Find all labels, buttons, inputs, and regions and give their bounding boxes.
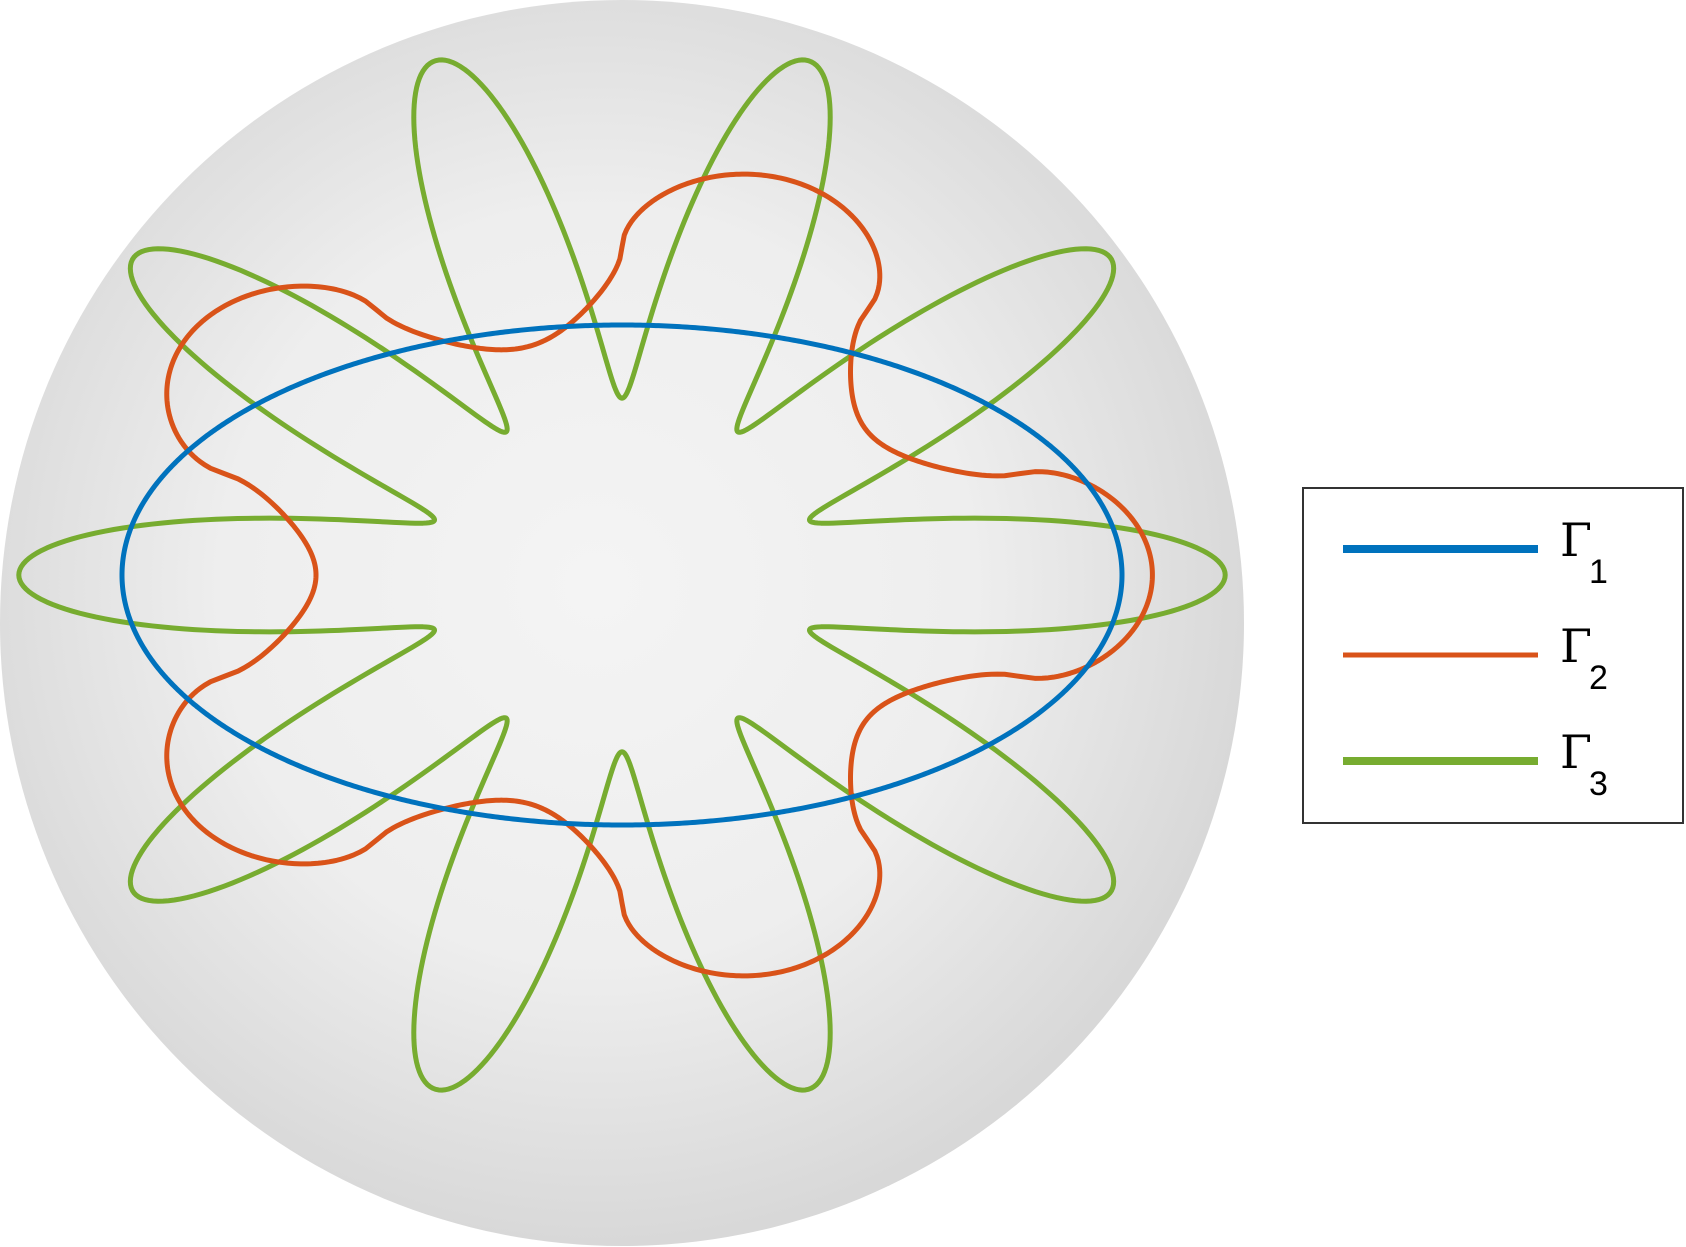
curve-gamma-1 — [119, 322, 1125, 828]
curve-gamma-3 — [16, 57, 1228, 1093]
curve-gamma-2 — [164, 171, 1155, 979]
legend-subscript-gamma-2: 2 — [1589, 659, 1608, 697]
legend-entry-gamma-1: Γ 1 — [1343, 513, 1608, 591]
legend-symbol-gamma-2: Γ — [1560, 619, 1592, 673]
legend-entry-gamma-3: Γ 3 — [1343, 725, 1608, 803]
legend-subscript-gamma-1: 1 — [1589, 553, 1608, 591]
legend-entry-gamma-2: Γ 2 — [1343, 619, 1608, 697]
curves-group — [16, 57, 1228, 1093]
sphere — [0, 0, 1244, 1246]
legend: Γ 1 Γ 2 Γ 3 — [1302, 487, 1684, 824]
legend-symbol-gamma-1: Γ — [1560, 513, 1592, 567]
legend-symbol-gamma-3: Γ — [1560, 725, 1592, 779]
legend-subscript-gamma-3: 3 — [1589, 765, 1608, 803]
